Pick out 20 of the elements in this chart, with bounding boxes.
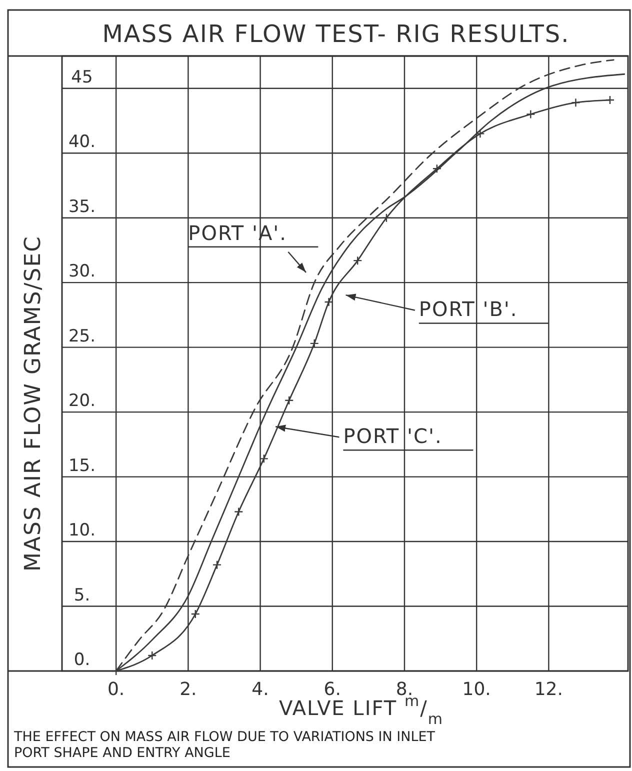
y-tick-label: 5. xyxy=(74,585,90,606)
chart-title: MASS AIR FLOW TEST- RIG RESULTS. xyxy=(102,20,570,48)
x-tick-label: 4. xyxy=(252,679,269,700)
text: THE EFFECT ON MASS AIR FLOW DUE TO VARIATIONS IN INLET PORT SHAPE AND ENTRY ANGLE xyxy=(13,729,436,761)
x-tick-label: 0. xyxy=(107,679,125,700)
legend-label: PORT 'C'. xyxy=(343,424,442,448)
y-tick-label: 10. xyxy=(68,520,96,541)
y-axis-title: MASS AIR FLOW GRAMS/SEC xyxy=(21,235,46,572)
y-tick-label: 45 xyxy=(71,67,93,88)
legend-label: PORT 'B'. xyxy=(418,297,518,322)
y-tick-label: 35. xyxy=(68,196,96,217)
y-tick-label: 0. xyxy=(74,650,90,670)
x-tick-label: 10. xyxy=(462,679,491,700)
y-tick-label: 25. xyxy=(68,326,96,346)
x-tick-label: 12. xyxy=(534,679,564,700)
y-tick-label: 15. xyxy=(68,456,96,476)
y-tick-label: 20. xyxy=(68,391,96,412)
y-tick-label: 40. xyxy=(68,132,96,152)
x-tick-label: 2. xyxy=(180,679,197,700)
y-tick-label: 30. xyxy=(68,262,96,282)
